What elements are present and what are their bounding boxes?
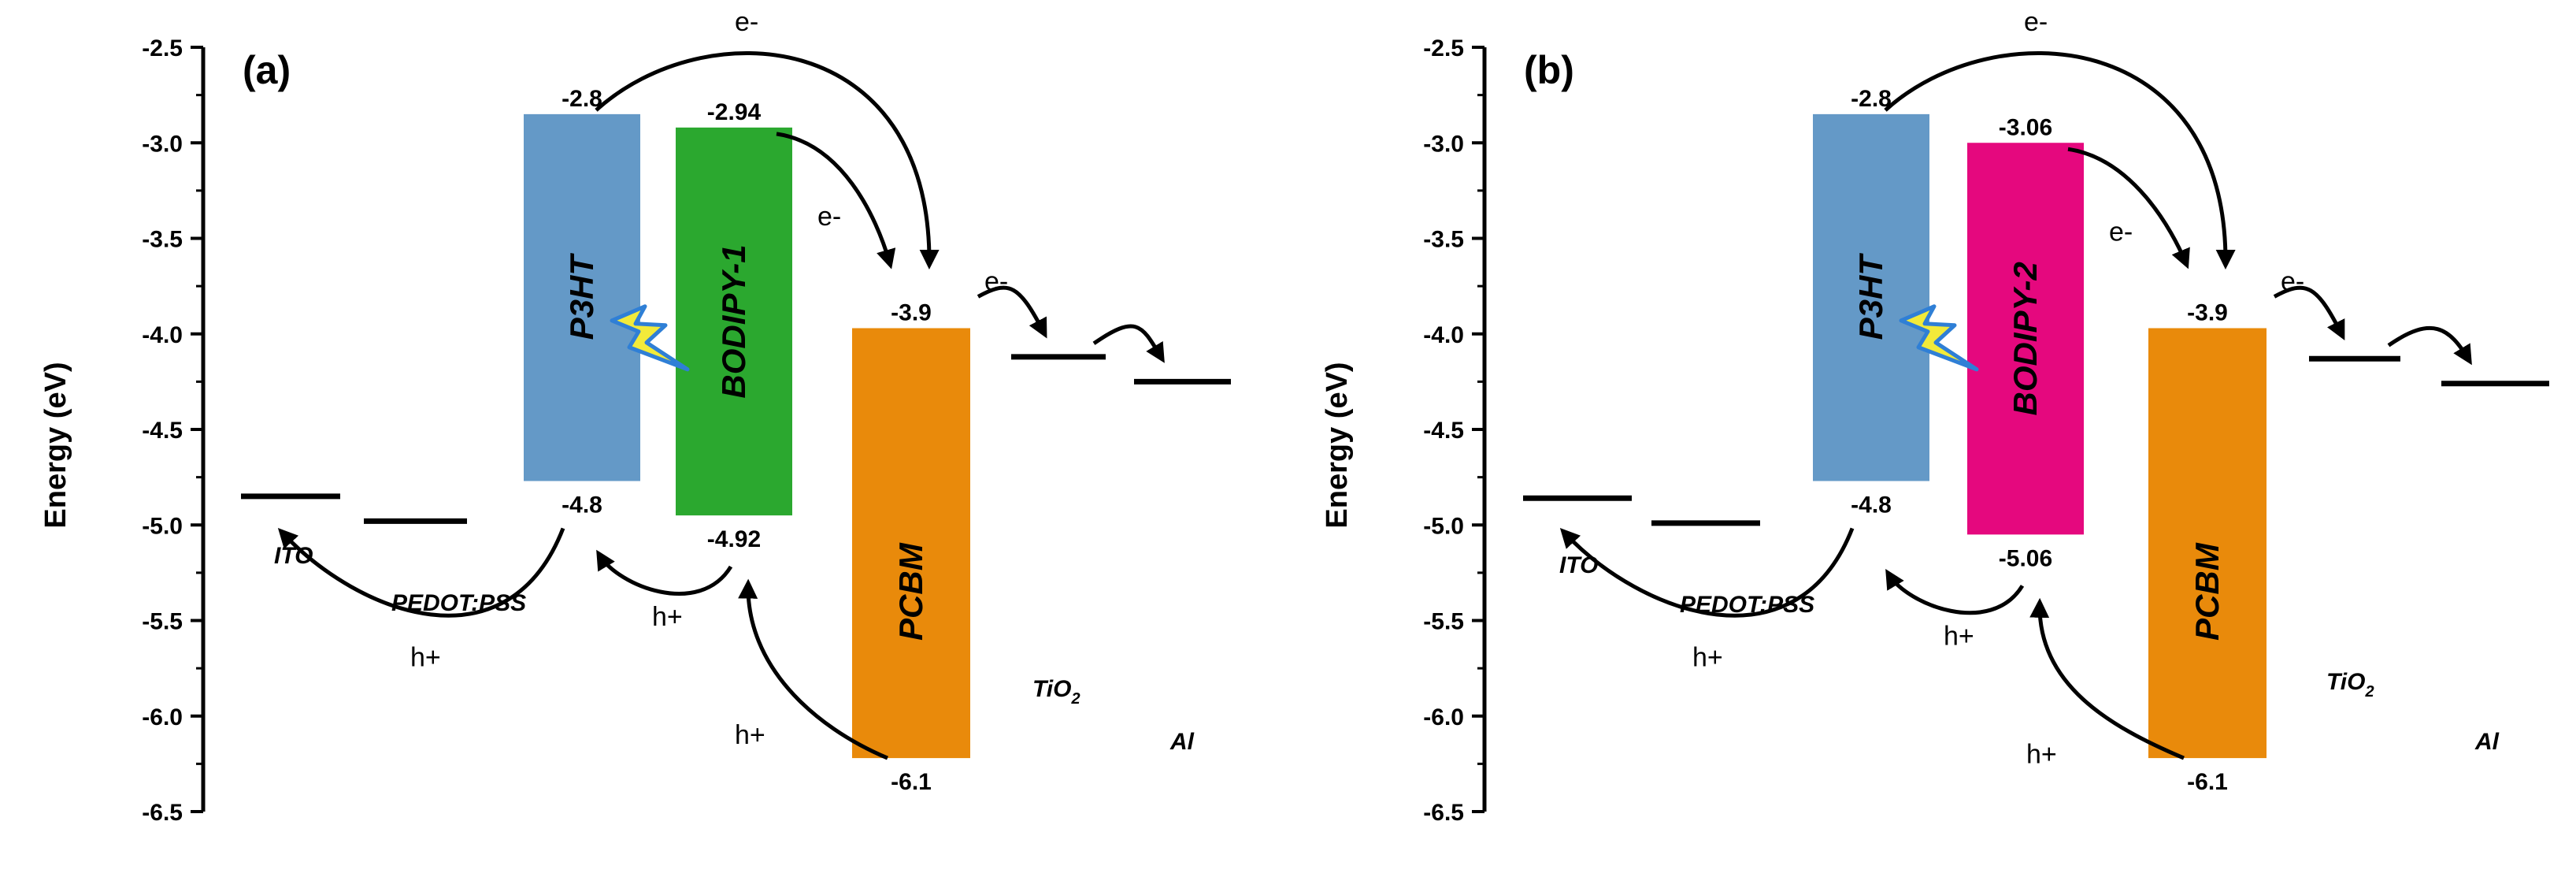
hole-label-ito: h+ — [1692, 642, 1723, 672]
hole-arrow-pcbm-to-bodipy — [2029, 597, 2185, 760]
tio2-label-subscript: 2 — [1070, 690, 1080, 708]
hole-label-ito: h+ — [410, 642, 441, 672]
al-label: Al — [2474, 729, 2500, 755]
y-tick-label: -5.5 — [142, 609, 183, 635]
y-tick-label: -6.0 — [1423, 704, 1464, 730]
hole-arrow-p3ht-to-ito — [1559, 527, 1855, 618]
p3ht-homo-value: -4.8 — [562, 492, 602, 518]
electron-arrow-pcbm-to-tio2 — [977, 285, 1047, 339]
pcbm-label: PCBM — [892, 542, 929, 641]
electron-label-mid: e- — [817, 202, 841, 232]
y-tick-label: -6.5 — [142, 800, 183, 826]
y-axis-title: Energy (eV) — [39, 362, 72, 528]
y-axis-title: Energy (eV) — [1321, 362, 1354, 528]
electron-arrow-p3ht-to-pcbm — [1884, 51, 2236, 269]
hole-arrow-p3ht-to-ito — [277, 527, 565, 618]
pcbm-bar — [852, 328, 970, 759]
pcbm-label: PCBM — [2189, 542, 2226, 641]
bodipy-label: BODIPY-1 — [715, 244, 752, 398]
panel-a: -2.5 -3.0 -3.5 -4.0 -4.5 -5.0 -5.5 -6.0 -6.5 Ener… — [39, 7, 1231, 826]
bodipy-homo-value: -5.06 — [1999, 545, 2052, 571]
p3ht-label: P3HT — [563, 253, 600, 340]
y-tick-label: -3.5 — [1423, 227, 1464, 253]
tio2-label-main: TiO — [1032, 676, 1071, 702]
electron-arrow-pcbm-to-tio2 — [2273, 285, 2345, 340]
hole-label-bodipy: h+ — [735, 720, 765, 750]
pcbm-homo-value: -6.1 — [891, 769, 932, 795]
p3ht-label: P3HT — [1852, 253, 1889, 340]
electron-arrow-p3ht-to-pcbm — [595, 51, 940, 269]
panel-label: (b) — [1524, 48, 1574, 92]
p3ht-bar — [524, 113, 640, 481]
al-label-main: Al — [1169, 729, 1195, 755]
hole-arrow-pcbm-to-bodipy — [738, 578, 888, 760]
y-tick-label: -4.0 — [1423, 322, 1464, 348]
electron-label-pcbm: e- — [984, 266, 1008, 296]
pcbm-homo-value: -6.1 — [2187, 769, 2228, 795]
electron-label-pcbm: e- — [2281, 266, 2304, 296]
bodipy-bar — [676, 127, 792, 516]
y-tick-label: -6.0 — [142, 704, 183, 730]
hole-label-p3ht: h+ — [652, 602, 683, 632]
tio2-label: TiO2 — [1032, 676, 1080, 708]
panel-b: -2.5 -3.0 -3.5 -4.0 -4.5 -5.0 -5.5 -6.0 -6.5 Ener… — [1321, 7, 2549, 826]
lightning-icon — [610, 304, 690, 372]
p3ht-lumo-value: -2.8 — [562, 86, 602, 112]
al-label: Al — [1169, 729, 1195, 755]
electron-arrow-bodipy-to-pcbm — [776, 132, 896, 269]
tio2-label: TiO2 — [2326, 669, 2374, 700]
y-tick-label: -4.5 — [1423, 418, 1464, 444]
tio2-label-main: TiO — [2326, 669, 2365, 695]
y-tick-label: -4.0 — [142, 322, 183, 348]
y-tick-label: -5.0 — [1423, 513, 1464, 539]
electron-label-top: e- — [2024, 7, 2048, 37]
y-tick-label: -2.5 — [142, 35, 183, 61]
electron-label-mid: e- — [2109, 217, 2133, 247]
electron-arrow-bodipy-to-pcbm — [2067, 147, 2190, 269]
hole-arrow-bodipy-to-p3ht — [1885, 568, 2025, 615]
electron-arrow-tio2-to-al — [2387, 325, 2472, 366]
y-tick-label: -6.5 — [1423, 800, 1464, 826]
p3ht-lumo-value: -2.8 — [1851, 86, 1892, 112]
pcbm-lumo-value: -3.9 — [891, 299, 932, 325]
y-tick-label: -3.5 — [142, 227, 183, 253]
hole-label-p3ht: h+ — [1944, 621, 1974, 651]
panel-label: (a) — [243, 48, 291, 92]
electron-label-top: e- — [735, 7, 758, 37]
y-tick-label: -5.0 — [142, 513, 183, 539]
y-tick-label: -4.5 — [142, 418, 183, 444]
pcbm-lumo-value: -3.9 — [2187, 299, 2228, 325]
p3ht-bar — [1813, 113, 1929, 481]
electron-arrow-tio2-to-al — [1092, 324, 1165, 363]
bodipy-bar — [1967, 143, 2084, 535]
pcbm-bar — [2148, 328, 2267, 759]
hole-label-bodipy: h+ — [2026, 739, 2057, 769]
al-label-main: Al — [2474, 729, 2500, 755]
bodipy-lumo-value: -3.06 — [1999, 114, 2052, 140]
hole-arrow-bodipy-to-p3ht — [596, 549, 733, 596]
bodipy-homo-value: -4.92 — [707, 526, 761, 552]
y-tick-label: -5.5 — [1423, 609, 1464, 635]
tio2-label-subscript: 2 — [2364, 683, 2374, 700]
bodipy-label: BODIPY-2 — [2007, 262, 2044, 415]
y-tick-label: -3.0 — [1423, 131, 1464, 157]
bodipy-lumo-value: -2.94 — [707, 99, 762, 125]
lightning-icon — [1899, 304, 1979, 372]
y-tick-label: -3.0 — [142, 131, 183, 157]
p3ht-homo-value: -4.8 — [1851, 492, 1892, 518]
y-tick-label: -2.5 — [1423, 35, 1464, 61]
